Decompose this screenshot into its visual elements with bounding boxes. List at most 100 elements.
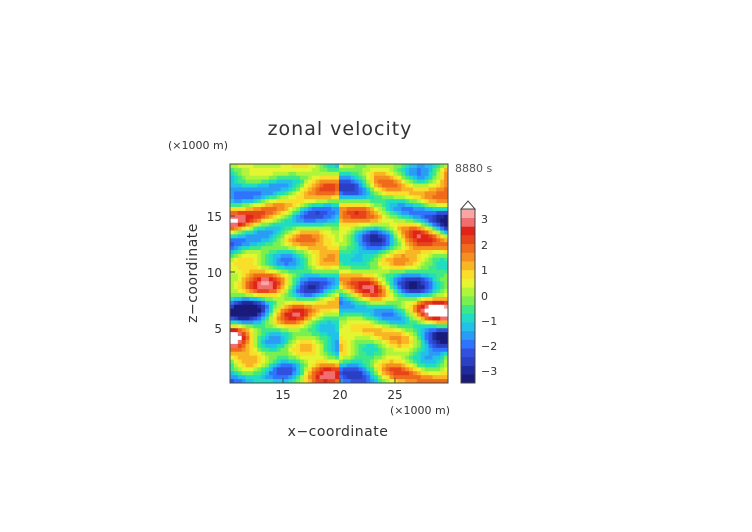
heatmap-cell: [420, 203, 426, 208]
heatmap-cell: [284, 222, 289, 227]
heatmap-cell: [230, 246, 235, 251]
heatmap-cell: [288, 355, 293, 360]
heatmap-cell: [261, 246, 266, 251]
heatmap-cell: [346, 250, 352, 255]
heatmap-cell: [265, 179, 270, 184]
heatmap-cell: [276, 371, 281, 376]
colorbar-swatch: [461, 339, 475, 349]
heatmap-cell: [385, 265, 390, 270]
heatmap-cell: [303, 277, 309, 282]
heatmap-cell: [327, 347, 332, 353]
heatmap-cell: [292, 289, 297, 294]
heatmap-cell: [280, 210, 285, 216]
heatmap-cell: [241, 320, 246, 325]
heatmap-cell: [358, 195, 363, 200]
heatmap-cell: [405, 324, 410, 329]
heatmap-cell: [346, 304, 352, 310]
heatmap-cell: [381, 203, 387, 208]
heatmap-cell: [416, 332, 422, 337]
heatmap-cell: [315, 234, 320, 239]
heatmap-cell: [358, 371, 363, 376]
heatmap-cell: [385, 285, 390, 290]
heatmap-cell: [307, 234, 313, 239]
heatmap-cell: [424, 257, 429, 263]
heatmap-cell: [401, 304, 406, 310]
heatmap-cell: [265, 351, 270, 357]
heatmap-cell: [409, 167, 414, 173]
heatmap-cell: [303, 171, 309, 177]
heatmap-cell: [272, 304, 278, 310]
heatmap-cell: [350, 253, 355, 259]
heatmap-cell: [397, 367, 402, 372]
heatmap-cell: [381, 328, 387, 333]
heatmap-cell: [397, 351, 402, 357]
heatmap-cell: [335, 300, 340, 306]
heatmap-cell: [265, 269, 270, 274]
heatmap-cell: [296, 222, 301, 227]
heatmap-cell: [432, 293, 437, 298]
heatmap-cell: [339, 367, 344, 372]
heatmap-cell: [276, 336, 281, 341]
heatmap-cell: [253, 336, 258, 341]
heatmap-cell: [268, 195, 274, 200]
heatmap-cell: [292, 226, 297, 231]
heatmap-cell: [424, 324, 429, 329]
heatmap-cell: [350, 222, 355, 227]
heatmap-cell: [280, 246, 285, 251]
heatmap-cell: [389, 167, 394, 173]
heatmap-cell: [346, 230, 352, 235]
heatmap-cell: [346, 316, 352, 321]
heatmap-cell: [342, 273, 348, 278]
heatmap-cell: [397, 379, 402, 383]
x-tick-label: 15: [275, 388, 290, 402]
heatmap-cell: [292, 269, 297, 274]
heatmap-cell: [245, 324, 250, 329]
heatmap-cell: [265, 214, 270, 220]
heatmap-cell: [237, 379, 243, 383]
heatmap-cell: [268, 343, 274, 349]
heatmap-cell: [331, 375, 336, 380]
heatmap-cell: [288, 375, 293, 380]
heatmap-cell: [319, 257, 324, 263]
heatmap-cell: [432, 312, 437, 317]
heatmap-cell: [385, 312, 390, 317]
heatmap-cell: [366, 246, 371, 251]
heatmap-cell: [272, 214, 278, 220]
heatmap-cell: [444, 379, 448, 383]
heatmap-cell: [374, 164, 379, 169]
heatmap-cell: [311, 214, 317, 220]
heatmap-cell: [393, 207, 398, 212]
heatmap-cell: [319, 175, 324, 181]
heatmap-cell: [444, 183, 448, 188]
heatmap-cell: [393, 183, 398, 188]
heatmap-cell: [381, 293, 387, 298]
heatmap-cell: [362, 343, 367, 349]
heatmap-cell: [374, 175, 379, 181]
heatmap-cell: [374, 367, 379, 372]
heatmap-cell: [245, 367, 250, 372]
heatmap-cell: [409, 359, 414, 364]
heatmap-cell: [233, 371, 239, 376]
heatmap-cell: [268, 218, 274, 224]
heatmap-cell: [253, 320, 258, 325]
heatmap-cell: [440, 324, 445, 329]
heatmap-cell: [319, 281, 324, 286]
heatmap-cell: [265, 355, 270, 360]
heatmap-cell: [335, 339, 340, 345]
heatmap-cell: [420, 328, 426, 333]
heatmap-cell: [245, 379, 250, 383]
heatmap-cell: [339, 191, 344, 196]
heatmap-cell: [276, 347, 281, 353]
heatmap-cell: [241, 253, 246, 259]
heatmap-cell: [350, 191, 355, 196]
heatmap-cell: [261, 167, 266, 173]
heatmap-cell: [432, 273, 437, 278]
heatmap-cell: [311, 250, 317, 255]
heatmap-cell: [420, 300, 426, 306]
heatmap-cell: [292, 293, 297, 298]
colorbar-swatch: [461, 243, 475, 253]
heatmap-cell: [416, 336, 422, 341]
heatmap-cell: [323, 238, 328, 243]
heatmap-cell: [339, 218, 344, 224]
